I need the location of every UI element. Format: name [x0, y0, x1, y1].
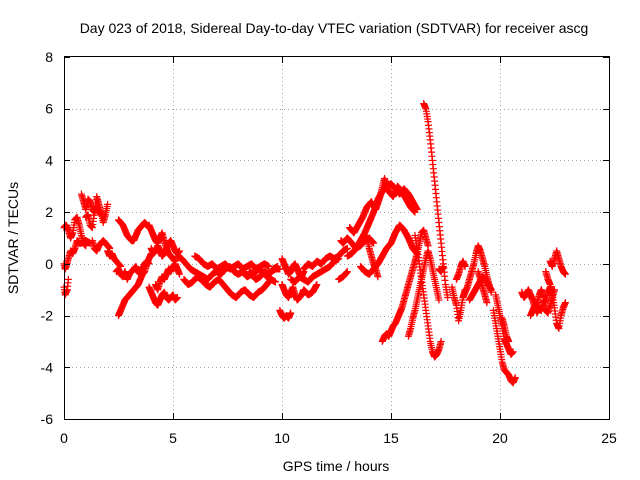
data-point — [439, 262, 447, 270]
data-point — [176, 247, 184, 255]
plot-frame — [64, 56, 610, 420]
data-point — [411, 208, 419, 216]
data-point — [343, 268, 351, 276]
data-point — [64, 275, 72, 283]
x-tick-label: 5 — [169, 430, 177, 446]
y-tick-label: -6 — [41, 411, 54, 427]
data-point — [313, 281, 321, 289]
x-axis-tick-labels: 0 5 10 15 20 25 — [60, 430, 617, 446]
y-tick-label: 0 — [45, 256, 53, 272]
data-point — [265, 262, 273, 270]
data-point — [483, 299, 491, 307]
data-point — [435, 296, 443, 304]
y-tick-label: 8 — [45, 49, 53, 65]
data-point — [343, 244, 351, 252]
y-tick-label: 2 — [45, 204, 53, 220]
data-point — [176, 270, 184, 278]
x-tick-label: 0 — [60, 430, 68, 446]
x-tick-label: 25 — [601, 430, 617, 446]
data-point — [287, 309, 295, 317]
data-point — [561, 270, 569, 278]
series-sdtvar — [60, 100, 569, 387]
data-point — [461, 262, 469, 270]
y-tick-label: -4 — [41, 359, 54, 375]
x-tick-label: 15 — [383, 430, 399, 446]
y-axis-tick-labels: -6 -4 -2 0 2 4 6 8 — [41, 49, 54, 427]
y-tick-label: 6 — [45, 101, 53, 117]
data-point — [370, 239, 378, 247]
data-point — [437, 337, 445, 345]
data-point — [374, 273, 382, 281]
data-point — [271, 278, 279, 286]
chart-title: Day 023 of 2018, Sidereal Day-to-day VTE… — [80, 20, 589, 36]
x-tick-label: 10 — [274, 430, 290, 446]
data-point — [561, 299, 569, 307]
grid-lines — [64, 57, 609, 419]
data-point — [444, 293, 452, 301]
data-point — [509, 348, 517, 356]
data-point — [276, 265, 284, 273]
x-tick-label: 20 — [492, 430, 508, 446]
data-point — [511, 374, 519, 382]
y-tick-label: 4 — [45, 152, 53, 168]
axis-ticks — [64, 57, 610, 420]
y-tick-label: -2 — [41, 308, 54, 324]
data-point — [487, 286, 495, 294]
data-point — [173, 293, 181, 301]
data-point — [104, 200, 112, 208]
x-axis-label: GPS time / hours — [283, 458, 390, 474]
data-point — [505, 337, 513, 345]
y-axis-label: SDTVAR / TECUs — [5, 182, 21, 294]
